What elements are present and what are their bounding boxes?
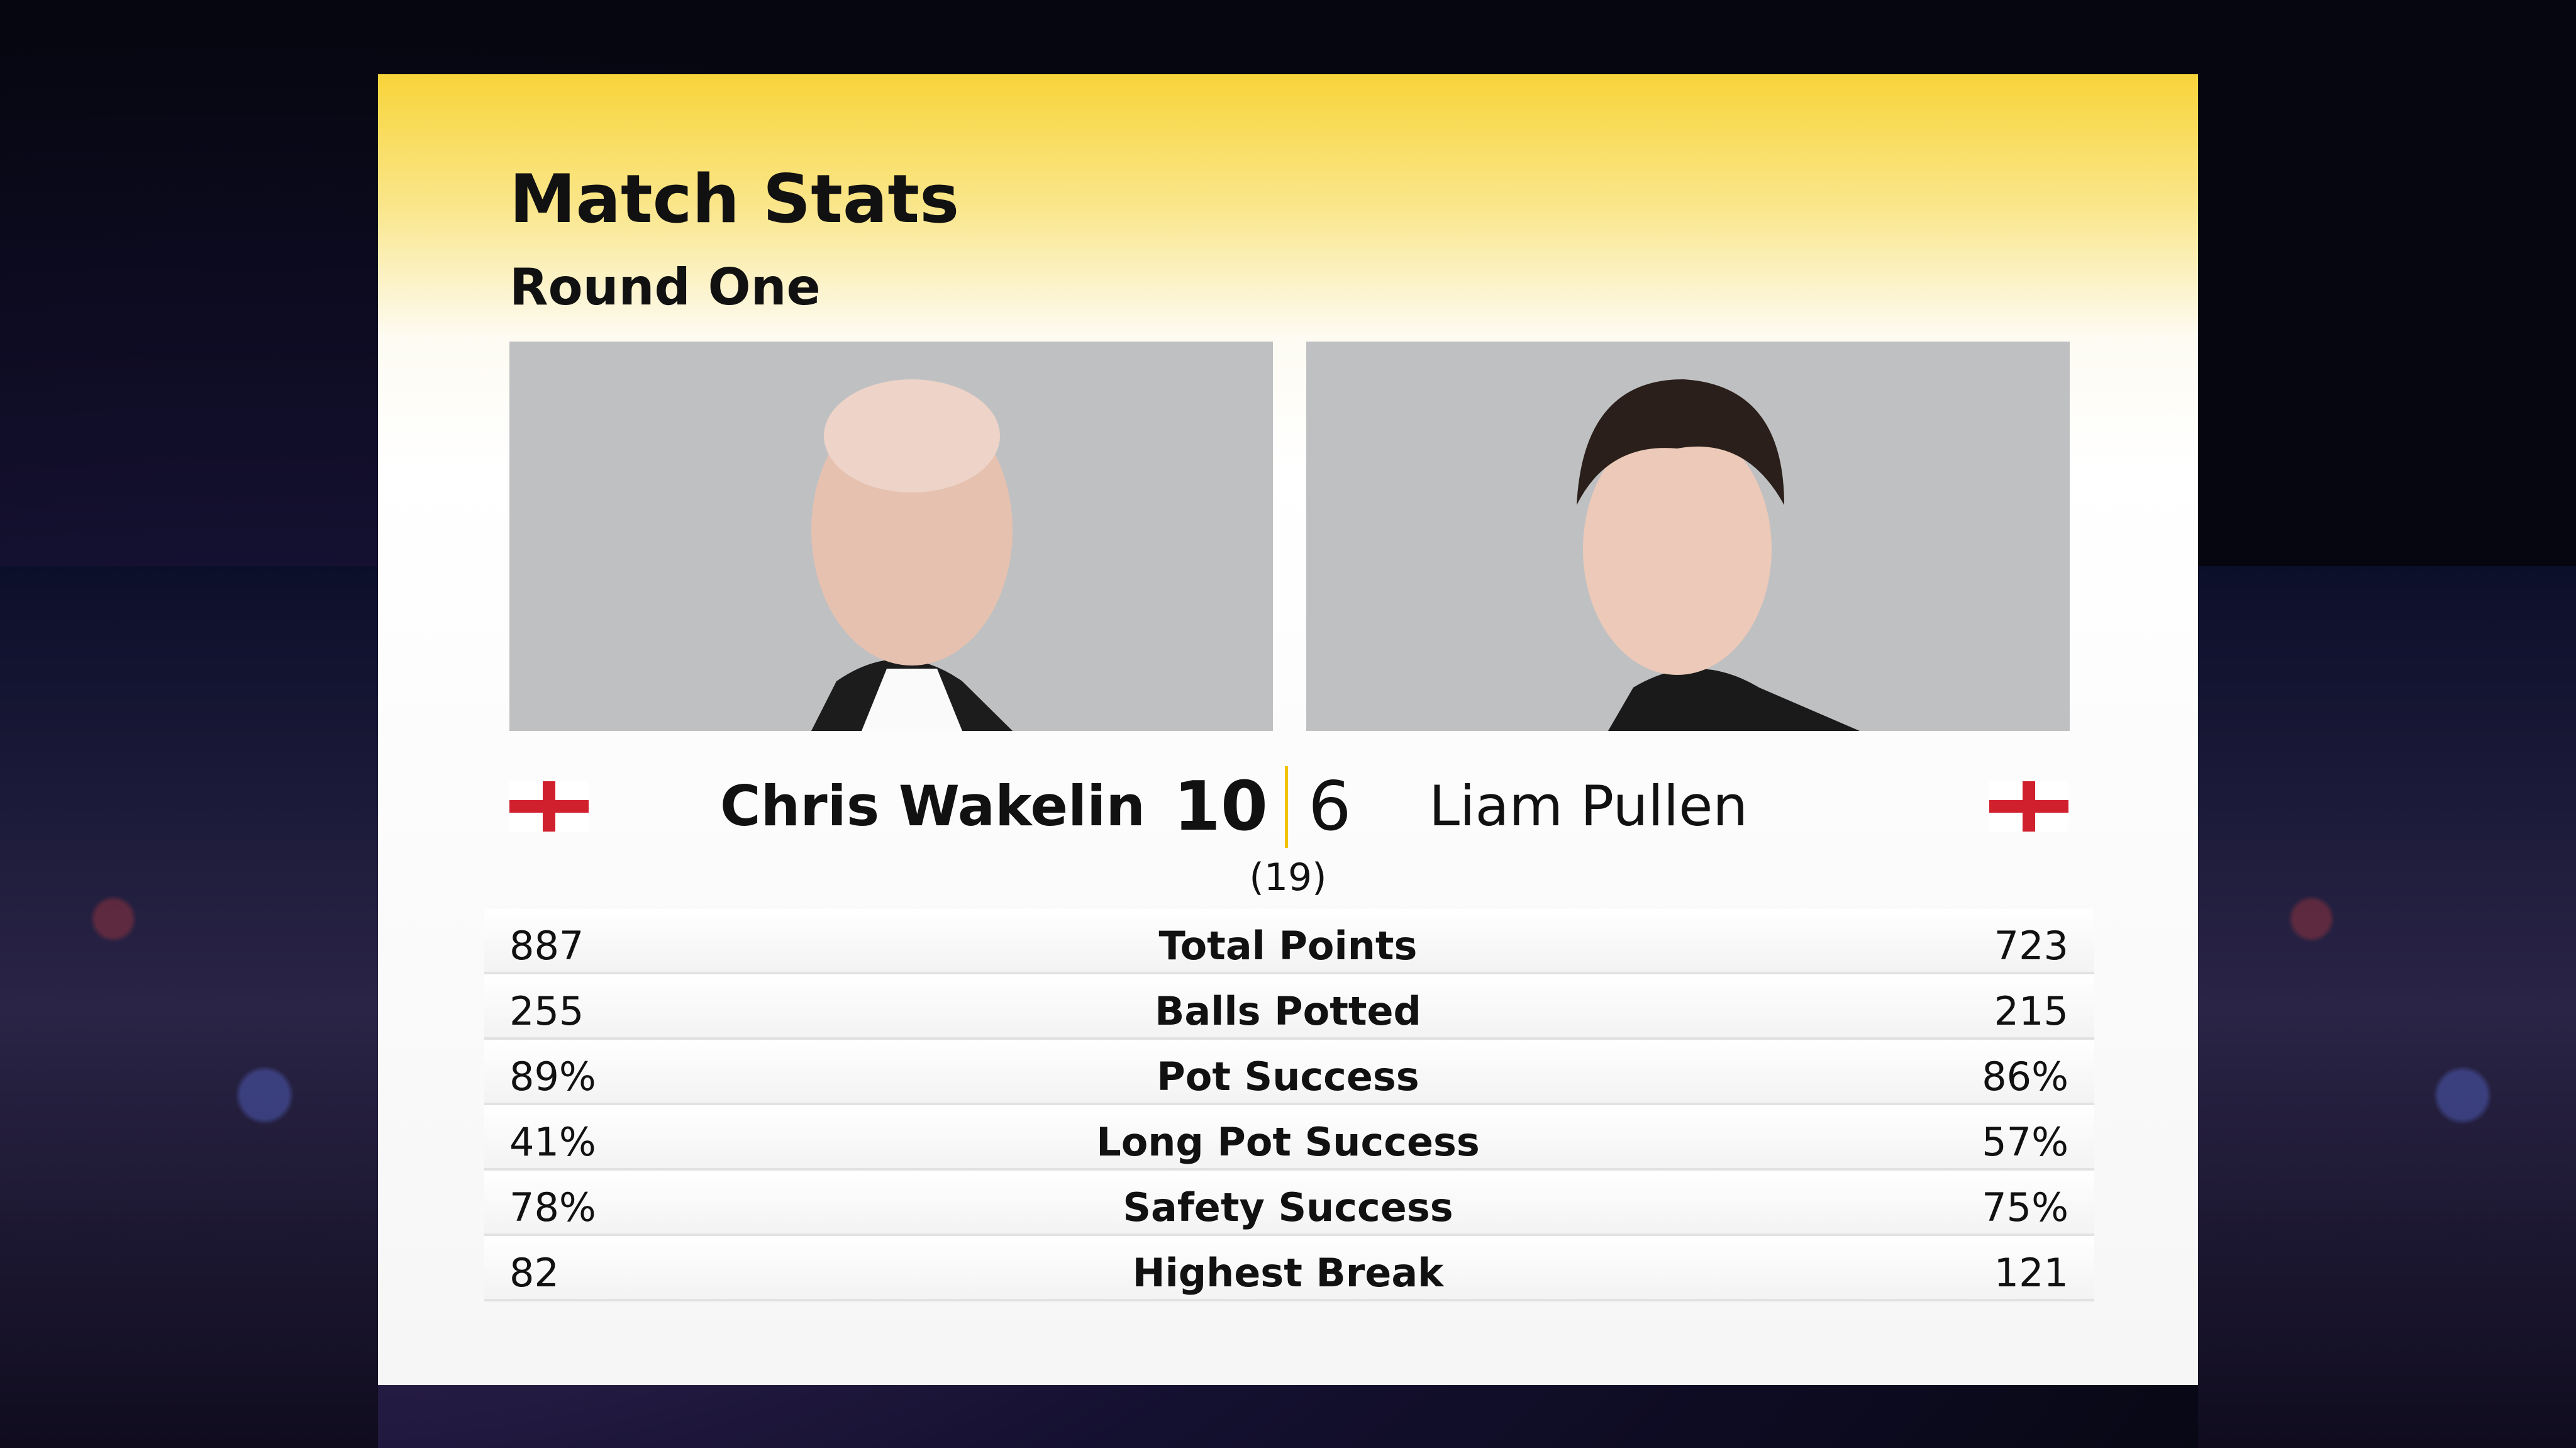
stat-left: 78% [509,1184,596,1230]
stat-label: Highest Break [1132,1250,1444,1296]
subtitle: Round One [509,258,821,316]
stat-row: 41% Long Pot Success 57% [484,1105,2094,1171]
player-photo [509,342,1273,731]
score-divider [1285,766,1288,848]
player-name: Liam Pullen [1429,774,1748,838]
stat-label: Balls Potted [1155,988,1421,1034]
flag-england [1989,781,2068,832]
stat-right: 121 [1994,1250,2068,1296]
portrait [1577,379,1860,731]
stat-row: 887 Total Points 723 [484,909,2094,974]
stat-row: 255 Balls Potted 215 [484,974,2094,1040]
stat-right: 215 [1994,988,2068,1034]
stat-left: 41% [509,1119,596,1165]
stat-left: 89% [509,1054,596,1100]
stat-right: 57% [1982,1119,2068,1165]
stat-label: Pot Success [1157,1054,1419,1100]
best-of: (19) [1249,855,1327,899]
player-score: 10 [1173,767,1268,846]
stat-right: 86% [1982,1054,2068,1100]
player-photo [1306,342,2070,731]
stat-right: 723 [1994,923,2068,969]
stat-label: Total Points [1158,923,1418,969]
title: Match Stats [509,160,960,238]
player-score: 6 [1308,767,1352,846]
stat-label: Long Pot Success [1096,1119,1480,1165]
stat-row: 89% Pot Success 86% [484,1040,2094,1105]
portrait [811,379,1013,731]
flag-england [509,781,589,832]
stat-left: 82 [509,1250,559,1296]
stat-label: Safety Success [1123,1184,1453,1230]
stat-row: 78% Safety Success 75% [484,1171,2094,1236]
background-crowd [0,566,378,1448]
stat-right: 75% [1982,1184,2068,1230]
player-name: Chris Wakelin [720,774,1145,838]
stat-left: 887 [509,923,584,969]
stat-left: 255 [509,988,584,1034]
stat-row: 82 Highest Break 121 [484,1236,2094,1301]
background-crowd [2198,566,2576,1448]
